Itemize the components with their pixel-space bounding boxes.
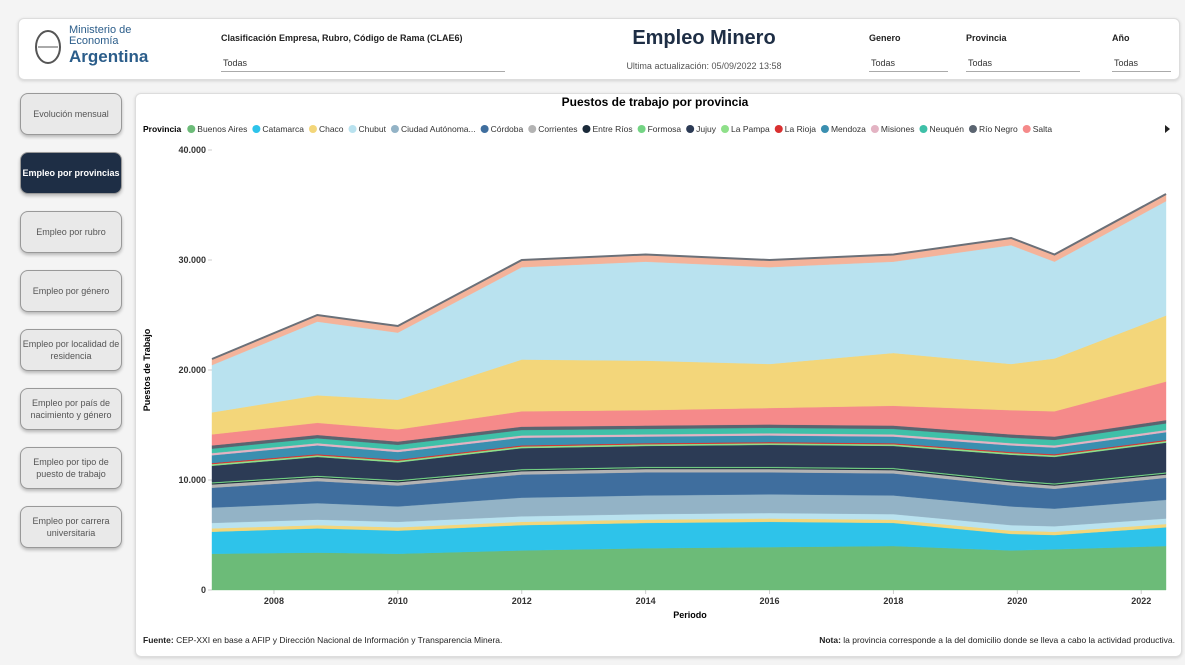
logo-emblem [35,30,61,64]
note: Nota: la provincia corresponde a la del … [819,635,1175,645]
legend-swatch [774,125,783,133]
filter-label: Año [1112,33,1130,43]
x-tick-label: 2008 [264,596,284,606]
legend-swatch [968,125,977,133]
legend-title: Provincia [143,124,182,134]
filter-dropdown[interactable]: Todas [1112,55,1171,72]
legend-label: Córdoba [491,124,524,134]
y-axis-label: Puestos de Trabajo [142,328,152,411]
nav-button[interactable]: Empleo por provincias [20,152,122,194]
x-tick-label: 2020 [1007,596,1027,606]
y-tick-label: 20.000 [178,365,206,375]
legend-label: Neuquén [929,124,964,134]
legend-label: La Pampa [731,124,770,134]
filter-dropdown[interactable]: Todas [869,55,948,72]
legend-swatch [870,125,879,133]
nav-button[interactable]: Empleo por país de nacimiento y género [20,388,122,430]
legend-label: Mendoza [831,124,866,134]
legend-label: Buenos Aires [197,124,247,134]
legend-label: Entre Ríos [592,124,632,134]
header: Ministerio de Economía Argentina Clasifi… [18,18,1180,80]
logo-text: Ministerio de Economía Argentina [69,25,148,67]
update-time: Ultima actualización: 05/09/2022 13:58 [626,61,782,71]
legend-swatch [582,125,591,133]
legend-label: Río Negro [979,124,1018,134]
x-tick-label: 2010 [388,596,408,606]
legend-swatch [528,125,537,133]
source: Fuente: CEP-XXI en base a AFIP y Direcci… [143,635,502,645]
chart-title: Puestos de trabajo por provincia [562,95,749,109]
legend-swatch [1022,125,1031,133]
y-tick-label: 40.000 [178,145,206,155]
logo-line: Economía [69,35,119,47]
nav-button[interactable]: Empleo por género [20,270,122,312]
legend-swatch [390,125,399,133]
nav-button[interactable]: Empleo por tipo de puesto de trabajo [20,447,122,489]
legend-label: La Rioja [785,124,816,134]
y-tick-label: 10.000 [178,475,206,485]
legend-swatch [919,125,928,133]
nav-button[interactable]: Empleo por rubro [20,211,122,253]
legend-swatch [480,125,489,133]
legend-label: Chaco [319,124,344,134]
legend-label: Chubut [359,124,387,134]
x-tick-label: 2014 [636,596,656,606]
legend-label: Formosa [648,124,682,134]
y-tick-label: 0 [201,585,206,595]
x-tick-label: 2018 [883,596,903,606]
legend-label: Catamarca [262,124,304,134]
legend-swatch [308,125,317,133]
logo-line: Ministerio de [69,24,132,36]
x-tick-label: 2016 [760,596,780,606]
source-label: Fuente: [143,635,174,645]
filter-dropdown[interactable]: Todas [221,55,505,72]
legend-label: Misiones [881,124,915,134]
filter-dropdown[interactable]: Todas [966,55,1080,72]
x-tick-label: 2022 [1131,596,1151,606]
nav-button[interactable]: Empleo por localidad de residencia [20,329,122,371]
legend-scroll[interactable] [1165,125,1170,133]
dashboard-title: Empleo Minero [632,27,776,49]
legend-swatch [252,125,261,133]
legend-label: Jujuy [696,124,717,134]
legend-label: Corrientes [538,124,577,134]
x-tick-label: 2012 [512,596,532,606]
y-tick-label: 30.000 [178,255,206,265]
filter-label: Genero [869,33,901,43]
legend-swatch [637,125,646,133]
legend-label: Ciudad Autónoma... [401,124,476,134]
total-outline [211,193,1167,360]
logo-line: Argentina [69,47,149,66]
legend-swatch [820,125,829,133]
filter-label: Provincia [966,33,1007,43]
note-text: la provincia corresponde a la del domici… [843,635,1175,645]
x-axis-label: Periodo [673,610,707,620]
note-label: Nota: [819,635,841,645]
legend-swatch [686,125,695,133]
legend-label: Salta [1033,124,1053,134]
nav-button[interactable]: Evolución mensual [20,93,122,135]
legend-swatch [348,125,357,133]
source-text: CEP-XXI en base a AFIP y Dirección Nacio… [176,635,502,645]
legend-swatch [187,125,196,133]
filter-label: Clasificación Empresa, Rubro, Código de … [221,33,463,43]
legend-swatch [721,125,729,133]
nav-button[interactable]: Empleo por carrera universitaria [20,506,122,548]
